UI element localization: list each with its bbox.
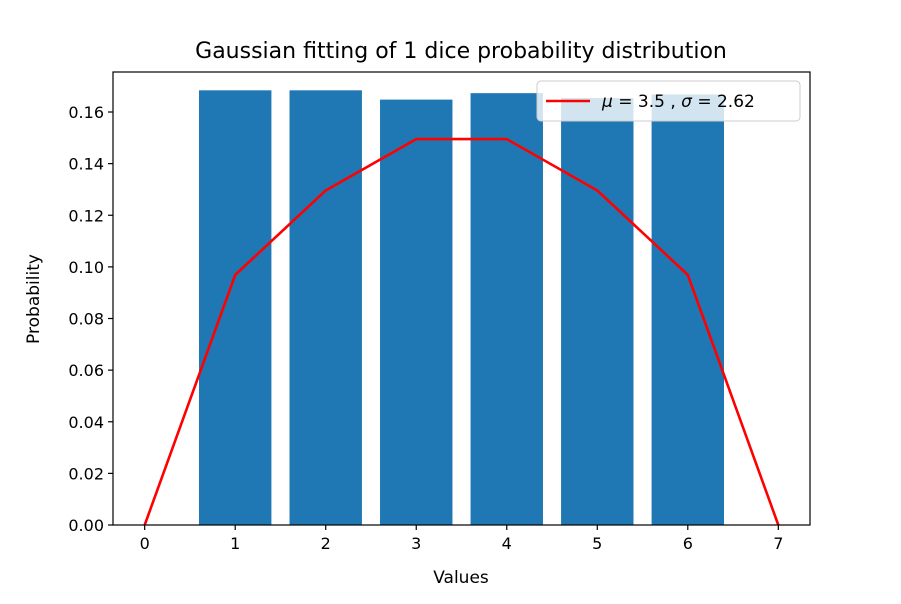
- legend-mu-symbol: μ: [601, 92, 613, 112]
- bar-5: [561, 98, 634, 526]
- legend-sigma-value: = 2.62: [692, 92, 755, 112]
- y-tick-label: 0.12: [68, 206, 104, 225]
- legend: μ = 3.5 , σ = 2.62: [536, 80, 801, 122]
- axes-layer: 0 1 2 3 4 5 6 7 0.00 0.02 0.04 0.06 0.08 0.10 0.12 0.14…: [68, 71, 811, 553]
- y-tick-label: 0.04: [68, 413, 104, 432]
- series-layer: [143, 137, 780, 526]
- bar-1: [198, 90, 272, 526]
- x-tick-label: 3: [411, 534, 421, 553]
- y-tick-label: 0.02: [68, 464, 104, 483]
- x-tick-label: 0: [140, 534, 150, 553]
- x-tick-label: 1: [230, 534, 240, 553]
- y-tick-label: 0.16: [68, 103, 104, 122]
- x-tick-label: 4: [502, 534, 512, 553]
- y-tick-label: 0.00: [68, 516, 104, 535]
- x-tick-label: 2: [321, 534, 331, 553]
- x-tick-label: 5: [592, 534, 602, 553]
- bar-4: [470, 93, 543, 526]
- y-tick-label: 0.10: [68, 258, 104, 277]
- x-tick-label: 6: [683, 534, 693, 553]
- plot-frame: [112, 71, 811, 526]
- legend-sigma-symbol: σ: [681, 92, 693, 112]
- legend-label: μ = 3.5 , σ = 2.62: [601, 92, 755, 112]
- bars-layer: [198, 90, 725, 526]
- y-tick-label: 0.06: [68, 361, 104, 380]
- bar-3: [380, 99, 453, 525]
- chart-title: Gaussian fitting of 1 dice probability d…: [195, 39, 727, 64]
- legend-box: [536, 80, 801, 122]
- y-tick-label: 0.14: [68, 155, 104, 174]
- legend-mu-value: = 3.5 ,: [613, 92, 681, 112]
- bar-2: [289, 90, 362, 526]
- x-tick-label: 7: [773, 534, 783, 553]
- x-axis-label: Values: [433, 568, 489, 588]
- bar-6: [651, 94, 725, 525]
- y-axis-label: Probability: [24, 254, 44, 344]
- gaussian-fit-line: [143, 137, 780, 526]
- y-tick-label: 0.08: [68, 310, 104, 329]
